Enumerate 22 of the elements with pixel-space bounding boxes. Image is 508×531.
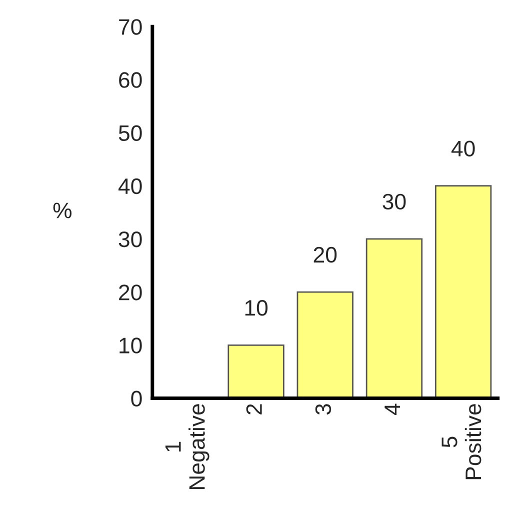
y-tick-label: 30 (118, 231, 142, 248)
x-tick-label: 1 Negative (165, 404, 210, 489)
bar (366, 238, 423, 398)
y-tick-label: 40 (118, 178, 142, 194)
bar (296, 291, 354, 398)
data-label: 10 (245, 300, 268, 316)
y-tick-label: 0 (131, 390, 142, 407)
data-label: 20 (314, 246, 337, 263)
x-tick-label: 2 (246, 404, 262, 414)
data-label: 30 (382, 194, 406, 210)
bar (434, 185, 492, 398)
y-tick-label: 60 (119, 72, 142, 88)
bar (228, 344, 284, 398)
y-axis-title: % (53, 202, 72, 218)
y-tick-label: 70 (119, 19, 142, 35)
y-tick-label: 10 (120, 338, 142, 354)
y-tick-label: 20 (119, 284, 142, 300)
x-tick-label: 4 (384, 404, 400, 415)
x-tick-label: 5 Positive (442, 404, 482, 480)
data-label: 40 (451, 140, 475, 156)
y-tick-label: 50 (118, 125, 142, 142)
x-tick-label: 3 (315, 404, 332, 415)
